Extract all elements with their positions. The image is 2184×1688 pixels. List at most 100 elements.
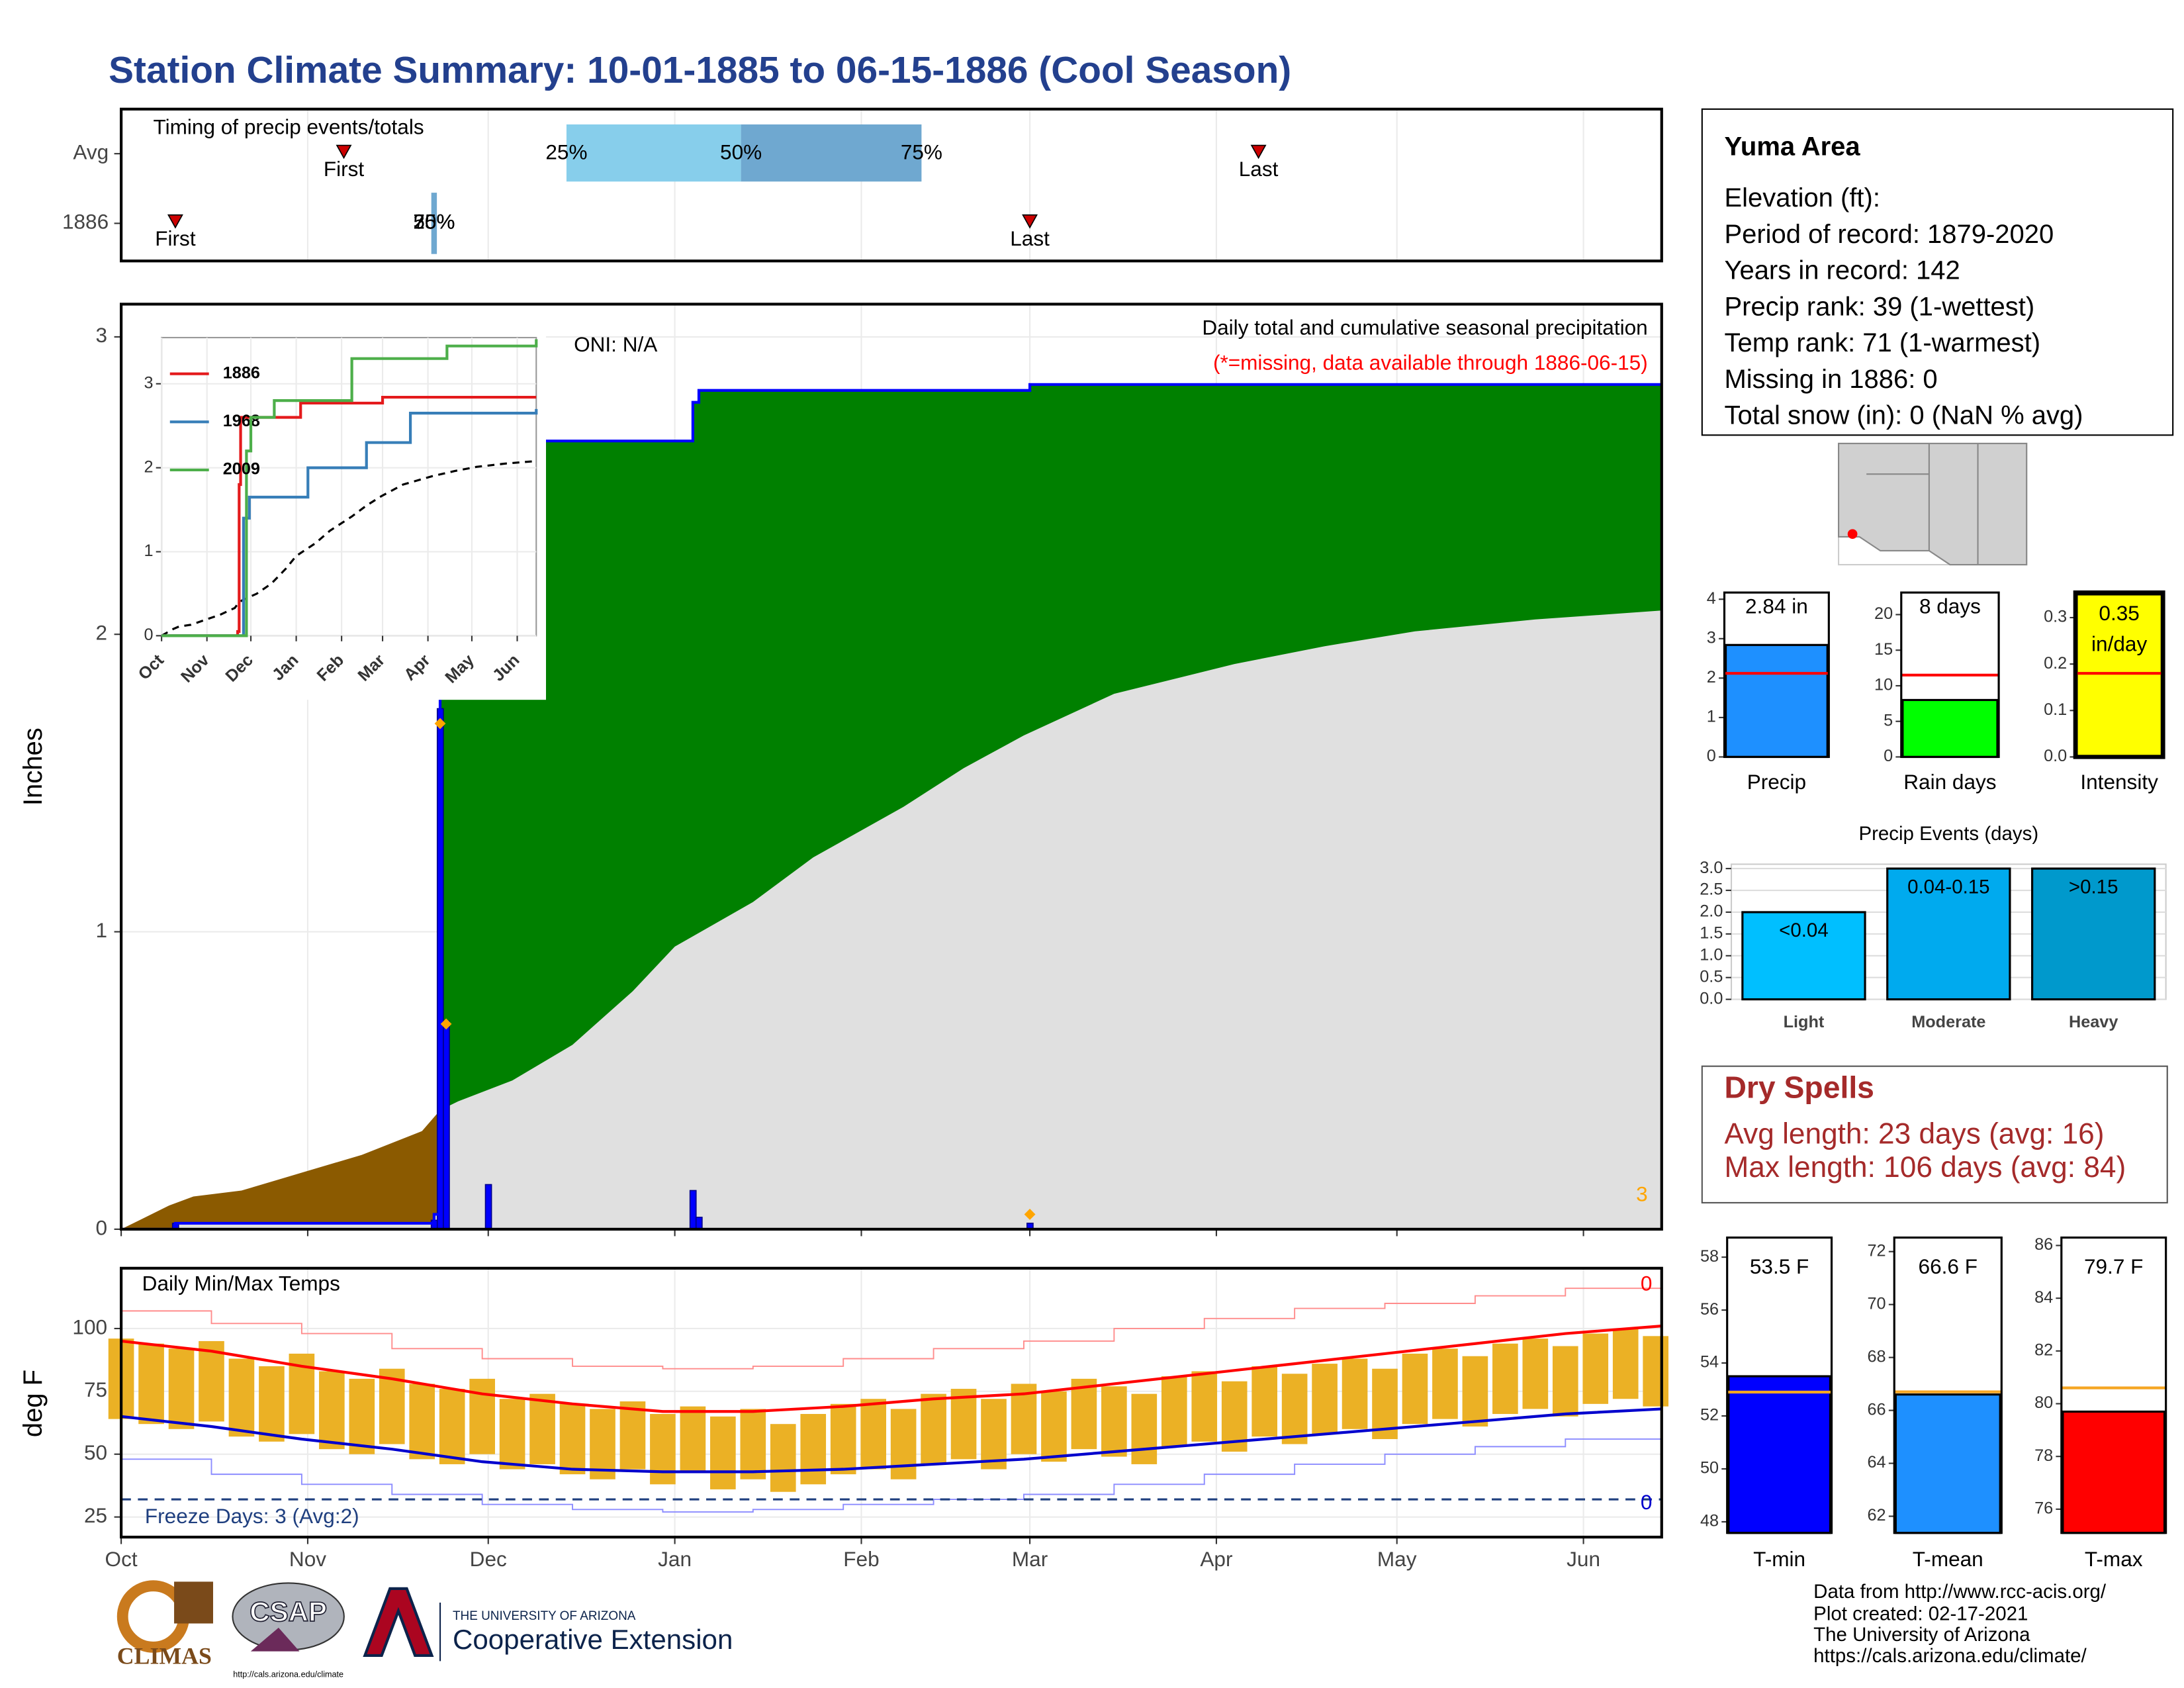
coop-text: Cooperative Extension <box>453 1624 733 1655</box>
temp-range-bar <box>1342 1358 1368 1429</box>
ua-icon <box>363 1587 434 1658</box>
category-label: T-min <box>1753 1547 1805 1571</box>
chart-subtitle: (*=missing, data available through 1886-… <box>1213 350 1648 374</box>
chart-title: Daily Min/Max Temps <box>142 1271 340 1295</box>
y-axis-label: deg F <box>19 1370 48 1437</box>
bar-panel-border <box>2073 590 2165 759</box>
y-tick-label: 5 <box>1884 711 1893 729</box>
temp-range-bar <box>1251 1366 1277 1437</box>
temp-range-bar <box>319 1371 345 1450</box>
station-line: Total snow (in): 0 (NaN % avg) <box>1724 401 2083 430</box>
y-tick-label: 1 <box>96 918 108 942</box>
value-label: 8 days <box>1919 594 1981 618</box>
y-tick-label: 84 <box>2034 1288 2053 1307</box>
temp-range-bar <box>1612 1328 1639 1399</box>
y-tick-label: 50 <box>1700 1459 1719 1477</box>
temp-range-bar <box>710 1416 736 1489</box>
y-tick-label: 2 <box>1707 668 1716 686</box>
footer-line: Data from http://www.rcc-acis.org/ <box>1813 1581 2107 1603</box>
x-tick-label: May <box>1377 1547 1417 1571</box>
y-tick-label: 0.3 <box>2044 608 2067 626</box>
temp-range-bar <box>981 1399 1007 1470</box>
bar-panel-border <box>1726 1236 1833 1534</box>
timing-border <box>119 107 1663 263</box>
csap-icon <box>250 1627 300 1652</box>
pct-label: 75% <box>901 140 942 164</box>
y-tick-label: 3 <box>144 373 153 392</box>
climas-text: CLIMAS <box>117 1642 212 1669</box>
y-tick-label: 2.0 <box>1700 902 1723 921</box>
y-tick-label: 78 <box>2034 1446 2053 1465</box>
y-tick-label: 54 <box>1700 1353 1719 1372</box>
temp-range-bar <box>680 1406 706 1472</box>
category-label: T-mean <box>1913 1547 1983 1571</box>
temp-range-bar <box>409 1383 435 1460</box>
bar <box>2062 1410 2166 1534</box>
temp-range-bar <box>529 1393 555 1464</box>
temp-range-bar <box>1281 1374 1308 1444</box>
temp-range-bar <box>499 1399 525 1470</box>
series-line <box>161 408 538 637</box>
y-tick-label: 3.0 <box>1700 859 1723 877</box>
temp-range-bar <box>1312 1364 1338 1434</box>
y-tick-label: 0.5 <box>1700 967 1723 986</box>
series-line <box>161 395 537 637</box>
legend-label: 1968 <box>223 412 260 430</box>
station-line: Elevation (ft): <box>1724 183 1880 212</box>
x-tick-label: Jan <box>658 1547 692 1571</box>
category-label: Moderate <box>1911 1013 1985 1031</box>
pct-label: 25% <box>545 140 587 164</box>
y-tick-label: 68 <box>1868 1347 1886 1366</box>
bar <box>1727 1375 1832 1534</box>
y-tick-label: 50 <box>84 1440 107 1464</box>
category-label: Precip <box>1747 770 1806 794</box>
main-border <box>119 303 1663 1231</box>
record-count: 0 <box>1641 1271 1653 1295</box>
average-line <box>161 459 537 637</box>
pct-label: 25% <box>413 210 455 234</box>
temp-range-bar <box>439 1389 465 1464</box>
y-tick-label: 0 <box>1884 747 1893 765</box>
temp-range-bar <box>830 1403 856 1475</box>
y-tick-label: 66 <box>1868 1400 1886 1419</box>
bar <box>1894 1393 2001 1534</box>
pct-bar <box>741 124 922 182</box>
y-tick-label: 80 <box>2034 1393 2053 1412</box>
event-marker <box>1022 214 1038 229</box>
legend-label: 1886 <box>223 363 260 382</box>
y-tick-label: 3 <box>1707 628 1716 647</box>
temp-range-bar <box>1643 1336 1669 1407</box>
y-tick-label: 72 <box>1868 1241 1886 1260</box>
legend-label: 2009 <box>223 460 260 479</box>
temp-range-bar <box>800 1414 827 1485</box>
y-tick-label: 0 <box>1707 747 1716 765</box>
station-box <box>1701 108 2174 436</box>
temp-range-bar <box>860 1399 886 1470</box>
event-label: First <box>324 157 365 181</box>
y-tick-label: 0.0 <box>1700 989 1723 1008</box>
temp-range-bar <box>1462 1356 1488 1427</box>
x-tick-label: Mar <box>1012 1547 1048 1571</box>
inset-panel <box>161 336 537 637</box>
event-marker <box>1250 144 1267 160</box>
value-label: 0.35 <box>2099 601 2139 625</box>
value-label: 2.84 in <box>1745 594 1808 618</box>
locator-map <box>1838 442 2028 566</box>
footer-line: https://cals.arizona.edu/climate/ <box>1813 1645 2087 1667</box>
daily-bar <box>484 1184 492 1230</box>
bar <box>2031 867 2156 1001</box>
bar-panel-border <box>1900 591 2000 759</box>
bar-label: >0.15 <box>2069 876 2118 898</box>
page-title: Station Climate Summary: 10-01-1885 to 0… <box>109 50 1291 91</box>
y-tick-label: 25 <box>84 1503 107 1527</box>
bar <box>1741 911 1866 1001</box>
temp-range-bar <box>1161 1376 1187 1447</box>
bar-label: <0.04 <box>1779 919 1829 941</box>
temp-range-bar <box>890 1409 917 1479</box>
y-tick-label: 2 <box>144 457 153 476</box>
temp-range-bar <box>168 1348 195 1429</box>
bar-panel-border <box>1893 1236 2003 1534</box>
x-tick-label: Jun <box>1567 1547 1600 1571</box>
bar-panel-border <box>2060 1236 2167 1534</box>
